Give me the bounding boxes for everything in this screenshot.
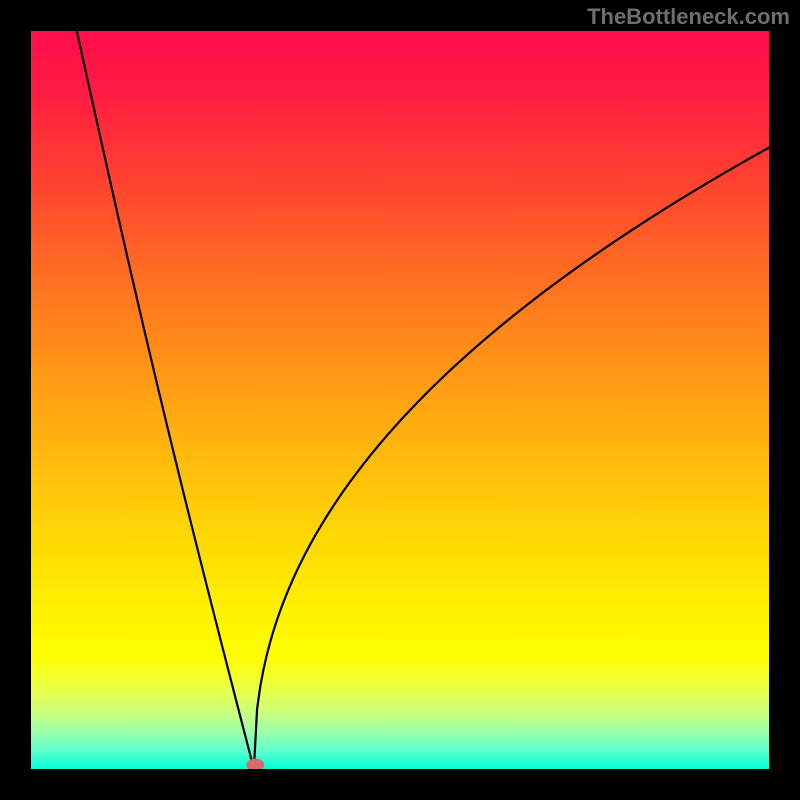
watermark-text: TheBottleneck.com bbox=[587, 4, 790, 30]
plot-svg bbox=[31, 31, 769, 769]
gradient-background bbox=[31, 31, 769, 769]
chart-container: TheBottleneck.com bbox=[0, 0, 800, 800]
plot-area bbox=[31, 31, 769, 769]
